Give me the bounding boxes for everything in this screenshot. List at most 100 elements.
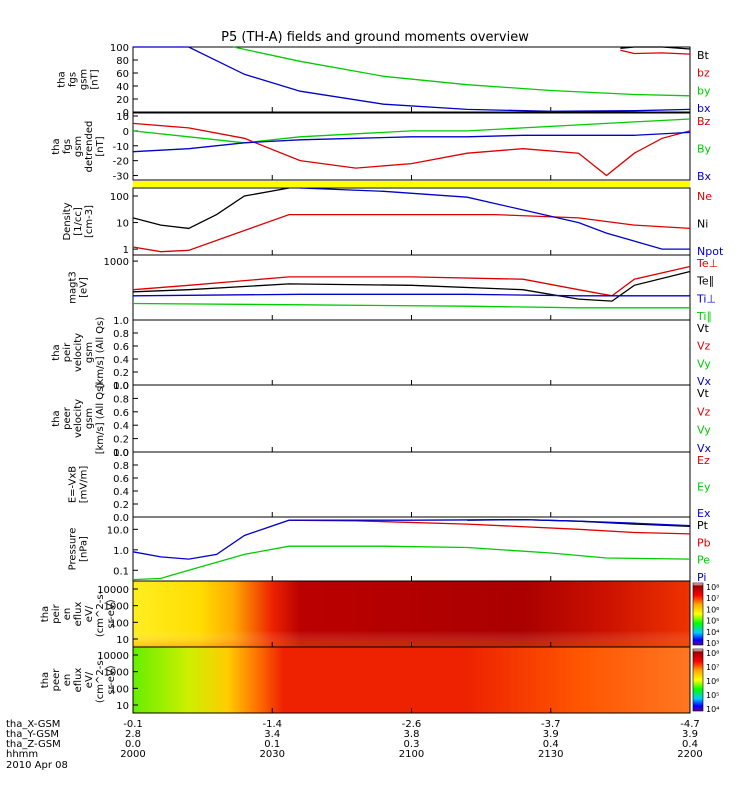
x-axis-value: 3.9 xyxy=(682,729,698,740)
y-axis-label: fgs xyxy=(62,139,73,154)
series-line-te∥ xyxy=(132,270,691,302)
x-axis-value: 0.4 xyxy=(682,739,698,750)
y-axis-label: tha xyxy=(51,410,62,426)
colorbar-tick-label: 10⁵ xyxy=(706,691,719,700)
y-tick-label: 80 xyxy=(116,56,129,67)
legend-entry: Ez xyxy=(697,454,710,467)
y-axis-label: gsm xyxy=(84,408,95,429)
series-line-ti⊥ xyxy=(132,293,690,297)
y-axis-label: gsm xyxy=(73,136,84,157)
y-axis-label: eV/ xyxy=(84,671,95,688)
y-axis-label: [nT] xyxy=(95,136,106,156)
y-tick-label: 0.1 xyxy=(113,566,129,577)
y-tick-label: 0.4 xyxy=(113,487,129,498)
legend-entry: Bt xyxy=(697,49,710,62)
y-tick-label: 10000 xyxy=(97,585,129,596)
colorbar-tick-label: 10⁶ xyxy=(706,677,719,686)
series-line-by xyxy=(132,118,691,144)
y-tick-label: 0.6 xyxy=(113,474,129,485)
y-tick-label: 10 xyxy=(116,219,129,230)
y-axis-label: magt3 xyxy=(68,271,79,304)
y-tick-label: 60 xyxy=(116,69,129,80)
series-line-te⊥ xyxy=(132,265,691,297)
x-axis-value: 2000 xyxy=(120,749,145,760)
y-axis-label: E=-VxB xyxy=(68,466,79,503)
x-axis-value: 0.3 xyxy=(404,739,420,750)
y-tick-label: 1000 xyxy=(104,257,129,268)
legend-entry: Ne xyxy=(697,190,712,203)
y-axis-label: eflux xyxy=(73,668,84,693)
colorbar-tick-label: 10⁷ xyxy=(706,594,719,603)
colorbar-tick-label: 10⁶ xyxy=(706,605,719,614)
y-axis-label: [cm-3] xyxy=(84,205,95,238)
date-label: 2010 Apr 08 xyxy=(6,760,68,771)
y-tick-label: 1000 xyxy=(104,602,129,613)
quality-flag-bar xyxy=(133,181,690,187)
legend-entry: Ti∥ xyxy=(696,310,712,323)
legend-entry: Pb xyxy=(697,536,711,549)
y-tick-label: 1.0 xyxy=(113,316,129,327)
y-axis-label: tha xyxy=(51,138,62,154)
y-axis-label: peer xyxy=(62,406,73,430)
y-tick-label: 10 xyxy=(116,635,129,646)
series-line-pi xyxy=(132,518,691,560)
y-tick-label: 10 xyxy=(116,701,129,712)
y-axis-label: [1/cc] xyxy=(73,207,84,236)
legend-entry: Vy xyxy=(697,424,711,437)
series-line-bz xyxy=(620,49,691,55)
colorbar-tick-label: 10³ xyxy=(706,639,719,648)
y-axis-label: (cm^2-s- xyxy=(95,590,106,637)
legend-entry: Vx xyxy=(697,375,712,388)
series-line-bx xyxy=(133,46,691,112)
legend-entry: bx xyxy=(697,102,711,115)
x-axis-row-label: tha_X-GSM xyxy=(6,719,60,730)
y-tick-label: 100 xyxy=(110,192,129,203)
series-line-bx xyxy=(132,131,691,153)
x-axis-value: -2.6 xyxy=(402,719,422,730)
panel-frame xyxy=(132,319,691,386)
colorbar xyxy=(692,648,704,712)
panel-frame xyxy=(132,384,691,453)
legend-entry: Bz xyxy=(697,115,711,128)
x-axis-value: 3.8 xyxy=(404,729,420,740)
x-axis-value: -1.4 xyxy=(262,719,282,730)
series-line-pb xyxy=(288,519,691,535)
y-axis-label: [nT] xyxy=(90,69,101,89)
legend-entry: Vz xyxy=(697,405,711,418)
x-axis-value: 2130 xyxy=(538,749,563,760)
y-axis-label: sr-eV) xyxy=(106,665,117,694)
y-tick-label: 10 xyxy=(116,112,129,123)
y-axis-label: [eV] xyxy=(79,277,90,298)
x-axis-value: -0.1 xyxy=(123,719,143,730)
series-line-ni xyxy=(132,187,290,230)
y-tick-label: 0.6 xyxy=(113,408,129,419)
y-tick-label: 100 xyxy=(110,684,129,695)
y-tick-label: 40 xyxy=(116,82,129,93)
y-tick-label: 10000 xyxy=(97,651,129,662)
series-line-npot xyxy=(300,187,690,250)
y-tick-label: 20 xyxy=(116,95,129,106)
x-axis-row-label: tha_Z-GSM xyxy=(6,739,61,750)
y-axis-label: eV/ xyxy=(84,605,95,622)
colorbar xyxy=(692,582,704,646)
y-tick-label: 0.0 xyxy=(113,513,129,524)
y-tick-label: 0.2 xyxy=(113,368,129,379)
colorbar-tick-label: 10⁸ xyxy=(706,583,719,592)
legend-entry: Npot xyxy=(697,245,724,258)
colorbar-tick-label: 10⁴ xyxy=(706,705,719,714)
x-axis-value: 0.4 xyxy=(543,739,559,750)
legend-entry: Pi xyxy=(697,571,706,584)
y-tick-label: 0 xyxy=(123,108,129,119)
y-tick-label: 1.0 xyxy=(113,448,129,459)
legend-entry: Te∥ xyxy=(696,275,714,288)
colorbar-tick-label: 10⁸ xyxy=(706,649,719,658)
series-line-by xyxy=(233,46,691,97)
y-tick-label: 1000 xyxy=(104,668,129,679)
y-axis-label: [km/s] (All Qs) xyxy=(95,317,106,389)
series-line-pe xyxy=(132,545,691,581)
legend-entry: Vz xyxy=(697,340,711,353)
legend-entry: By xyxy=(697,143,712,156)
legend-entry: Bx xyxy=(697,170,712,183)
y-axis-label: tha xyxy=(40,672,51,688)
